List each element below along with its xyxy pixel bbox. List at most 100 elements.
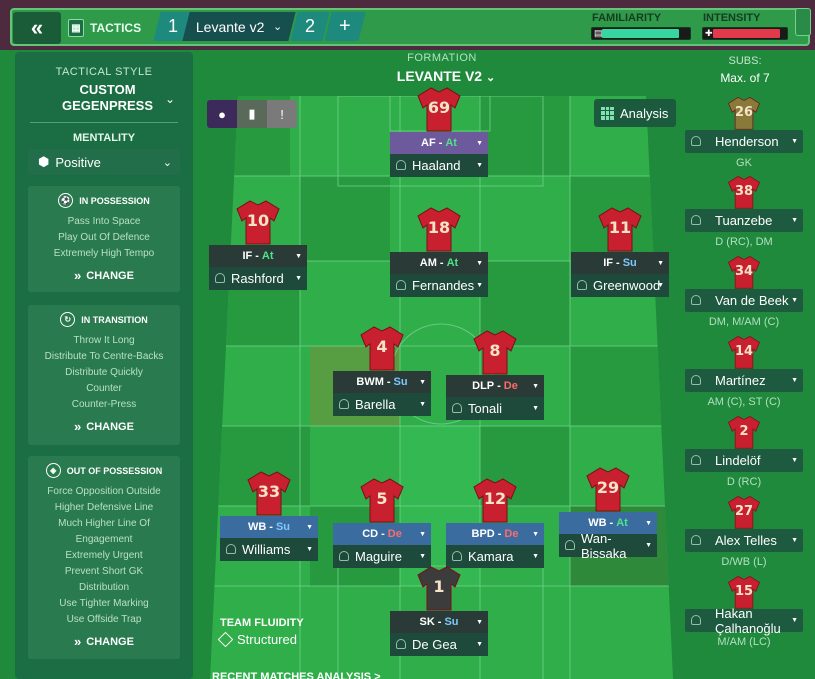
tactics-tab[interactable]: ▦ TACTICS	[68, 12, 152, 44]
player-name-selector[interactable]: Wan-Bissaka ▼	[559, 531, 657, 561]
instruction-item: Extremely High Tempo	[53, 248, 155, 259]
sub-name-selector[interactable]: Van de Beek ▼	[685, 289, 803, 312]
sub-card[interactable]: 14 Martínez ▼ AM (C), ST (C)	[685, 335, 803, 408]
player-card[interactable]: 4 BWM - Su ▼ Barella ▼	[333, 325, 431, 416]
role-selector[interactable]: CD - De ▼	[333, 523, 431, 545]
instruction-item: Distribute Quickly	[65, 367, 143, 378]
dropdown-arrow-icon: ▼	[419, 553, 426, 560]
sub-name-selector[interactable]: Martínez ▼	[685, 369, 803, 392]
dropdown-arrow-icon: ▼	[532, 405, 539, 412]
player-view-button[interactable]: ●	[207, 100, 237, 128]
sub-name-selector[interactable]: Hakan Çalhanoğlu ▼	[685, 606, 803, 636]
dropdown-arrow-icon: ▼	[791, 138, 798, 145]
role-selector[interactable]: IF - At ▼	[209, 245, 307, 267]
dropdown-arrow-icon: ▼	[657, 259, 664, 267]
player-name-selector[interactable]: De Gea ▼	[390, 633, 488, 656]
role-selector[interactable]: BWM - Su ▼	[333, 371, 431, 393]
dropdown-arrow-icon: ▼	[791, 617, 798, 624]
sub-card[interactable]: 26 Henderson ▼ GK	[685, 96, 803, 169]
person-icon	[396, 280, 406, 290]
player-name-selector[interactable]: Barella ▼	[333, 393, 431, 416]
player-card[interactable]: 11 IF - Su ▼ Greenwood ▼	[571, 206, 669, 297]
familiarity-icon: ▤	[594, 28, 603, 38]
out-of-possession-change-button[interactable]: » CHANGE	[28, 634, 180, 649]
duty-label: Su	[444, 616, 459, 628]
player-name-selector[interactable]: Kamara ▼	[446, 545, 544, 568]
sub-card[interactable]: 34 Van de Beek ▼ DM, M/AM (C)	[685, 255, 803, 328]
in-transition-title: IN TRANSITION	[81, 314, 148, 325]
player-card[interactable]: 29 WB - At ▼ Wan-Bissaka ▼	[559, 466, 657, 561]
player-name-selector[interactable]: Tonali ▼	[446, 397, 544, 420]
tactics-board-icon: ▦	[68, 19, 84, 37]
duty-label: De	[387, 528, 402, 540]
chevron-down-icon[interactable]: ⌄	[165, 92, 176, 106]
double-chevron-right-icon: »	[74, 268, 82, 283]
player-card[interactable]: 69 AF - At ▼ Haaland ▼	[390, 86, 488, 177]
familiarity-bar[interactable]: ▤	[591, 27, 691, 40]
player-name: De Gea	[412, 637, 457, 652]
mentality-select[interactable]: ⬢ Positive ⌄	[28, 149, 180, 175]
person-icon: ●	[218, 106, 226, 122]
person-icon	[691, 375, 701, 385]
player-name-selector[interactable]: Haaland ▼	[390, 154, 488, 177]
role-selector[interactable]: AM - At ▼	[390, 252, 488, 274]
player-card[interactable]: 1 SK - Su ▼ De Gea ▼	[390, 565, 488, 656]
player-card[interactable]: 18 AM - At ▼ Fernandes ▼	[390, 206, 488, 297]
dropdown-arrow-icon: ▼	[532, 530, 539, 538]
recent-matches-analysis-link[interactable]: RECENT MATCHES ANALYSIS >	[212, 671, 381, 679]
info-view-button[interactable]: !	[267, 100, 297, 128]
in-transition-change-button[interactable]: » CHANGE	[28, 419, 180, 434]
left-panel: TACTICAL STYLE CUSTOM GEGENPRESS ⌄ MENTA…	[15, 52, 193, 679]
sub-name-selector[interactable]: Henderson ▼	[685, 130, 803, 153]
sub-card[interactable]: 15 Hakan Çalhanoğlu ▼ M/AM (LC)	[685, 575, 803, 648]
sub-card[interactable]: 38 Tuanzebe ▼ D (RC), DM	[685, 175, 803, 248]
role-selector[interactable]: AF - At ▼	[390, 132, 488, 154]
menu-button[interactable]	[795, 8, 811, 36]
shirt-number: 33	[257, 482, 281, 501]
player-card[interactable]: 12 BPD - De ▼ Kamara ▼	[446, 477, 544, 568]
sub-positions: AM (C), ST (C)	[707, 396, 781, 408]
add-icon: +	[339, 15, 351, 37]
role-selector[interactable]: WB - At ▼	[559, 512, 657, 534]
add-tactic-button[interactable]: +	[324, 12, 366, 41]
player-card[interactable]: 8 DLP - De ▼ Tonali ▼	[446, 329, 544, 420]
player-name-selector[interactable]: Maguire ▼	[333, 545, 431, 568]
sub-name-selector[interactable]: Alex Telles ▼	[685, 529, 803, 552]
diamond-icon	[217, 631, 234, 648]
sub-name: Tuanzebe	[715, 213, 773, 228]
instruction-item: Engagement	[75, 534, 133, 545]
sub-name-selector[interactable]: Lindelöf ▼	[685, 449, 803, 472]
role-selector[interactable]: SK - Su ▼	[390, 611, 488, 633]
player-card[interactable]: 5 CD - De ▼ Maguire ▼	[333, 477, 431, 568]
dropdown-arrow-icon: ▼	[476, 618, 483, 626]
dropdown-arrow-icon: ▼	[476, 139, 483, 147]
shirt-number: 12	[483, 489, 507, 508]
duty-label: Su	[622, 257, 637, 269]
formation-name-dropdown[interactable]: LEVANTE V2 ⌄	[386, 68, 506, 84]
player-name-selector[interactable]: Fernandes ▼	[390, 274, 488, 297]
player-name-selector[interactable]: Williams ▼	[220, 538, 318, 561]
player-name-selector[interactable]: Greenwood ▼	[571, 274, 669, 297]
sub-card[interactable]: 2 Lindelöf ▼ D (RC)	[685, 415, 803, 488]
role-selector[interactable]: IF - Su ▼	[571, 252, 669, 274]
player-name-selector[interactable]: Rashford ▼	[209, 267, 307, 290]
role-selector[interactable]: DLP - De ▼	[446, 375, 544, 397]
in-possession-change-button[interactable]: » CHANGE	[28, 268, 180, 283]
intensity-bar[interactable]: ✚	[702, 27, 788, 40]
dropdown-arrow-icon: ▼	[476, 162, 483, 169]
role-selector[interactable]: BPD - De ▼	[446, 523, 544, 545]
dropdown-arrow-icon: ▼	[791, 217, 798, 224]
back-button[interactable]: «	[13, 12, 61, 44]
stats-view-button[interactable]: ▮	[237, 100, 267, 128]
tactical-style-value[interactable]: CUSTOM GEGENPRESS	[61, 82, 154, 113]
player-card[interactable]: 33 WB - Su ▼ Williams ▼	[220, 470, 318, 561]
sub-name-selector[interactable]: Tuanzebe ▼	[685, 209, 803, 232]
dropdown-arrow-icon: ▼	[532, 553, 539, 560]
role-label: IF	[603, 257, 614, 269]
role-selector[interactable]: WB - Su ▼	[220, 516, 318, 538]
tactic-name-dropdown[interactable]: Levante v2 ⌄	[182, 12, 296, 41]
analysis-button[interactable]: Analysis	[594, 99, 676, 127]
shirt-icon: 4	[360, 325, 404, 371]
sub-card[interactable]: 27 Alex Telles ▼ D/WB (L)	[685, 495, 803, 568]
player-card[interactable]: 10 IF - At ▼ Rashford ▼	[209, 199, 307, 290]
